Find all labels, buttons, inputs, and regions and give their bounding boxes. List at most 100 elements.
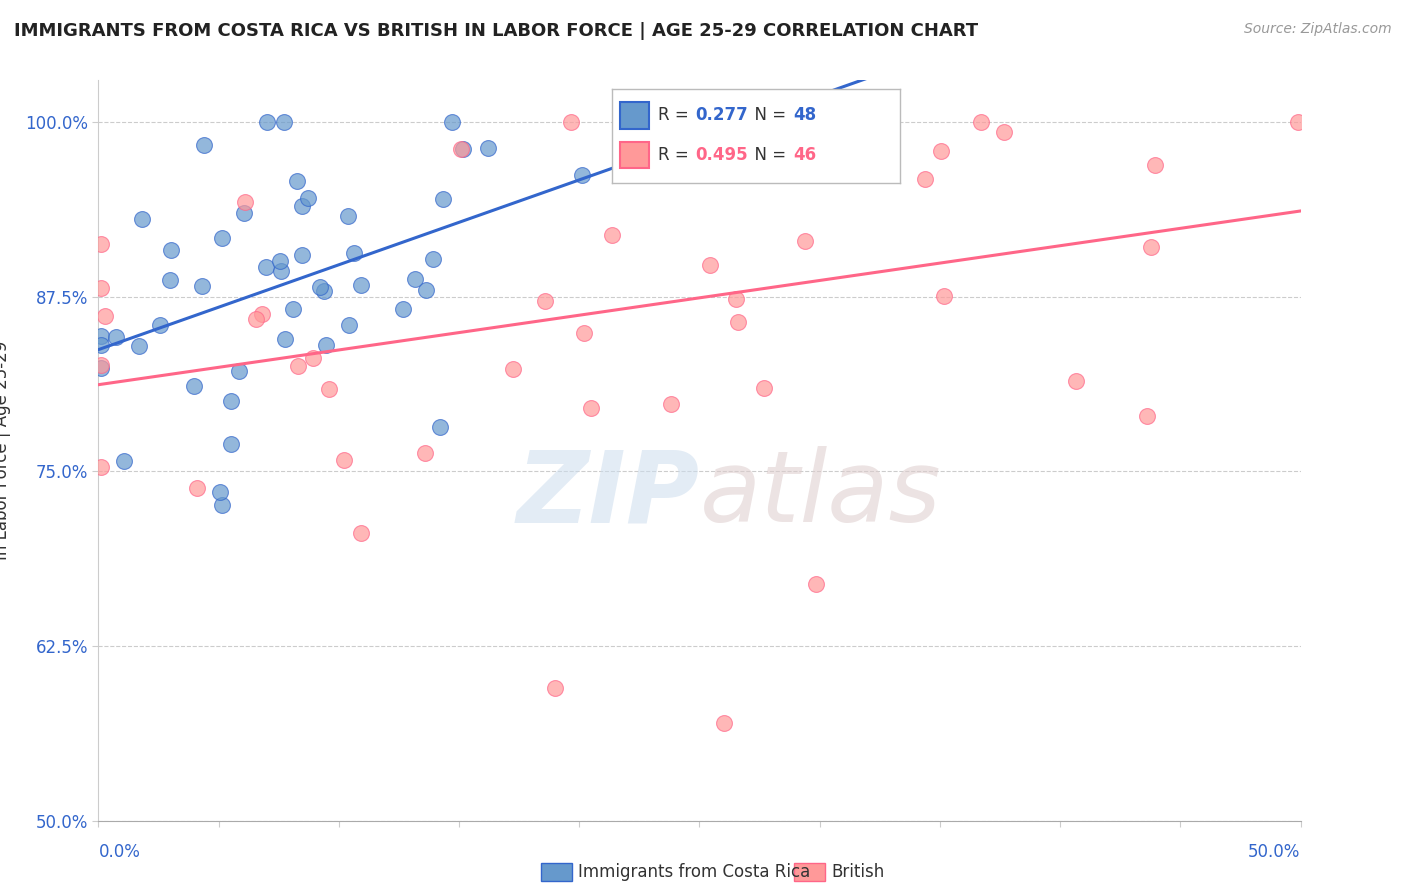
- Text: Source: ZipAtlas.com: Source: ZipAtlas.com: [1244, 22, 1392, 37]
- Point: [786, 149, 808, 163]
- Point: [273, 115, 295, 129]
- Point: [534, 294, 557, 309]
- Point: [269, 254, 291, 268]
- Point: [350, 525, 373, 540]
- Point: [422, 252, 444, 266]
- Point: [312, 284, 335, 298]
- Point: [502, 362, 524, 376]
- Point: [1286, 115, 1309, 129]
- Point: [211, 230, 233, 244]
- Point: [186, 482, 208, 496]
- Point: [659, 396, 682, 410]
- Point: [149, 318, 172, 332]
- Point: [228, 364, 250, 378]
- Text: 0.277: 0.277: [695, 106, 748, 124]
- Point: [94, 310, 117, 324]
- Text: ZIP: ZIP: [516, 446, 699, 543]
- Point: [752, 381, 775, 395]
- Point: [931, 144, 953, 158]
- Point: [291, 199, 314, 213]
- Point: [699, 258, 721, 272]
- Point: [285, 173, 308, 187]
- Point: [90, 358, 112, 372]
- Point: [415, 283, 437, 297]
- Point: [1140, 239, 1163, 253]
- Point: [191, 279, 214, 293]
- Text: 50.0%: 50.0%: [1249, 843, 1301, 861]
- Text: N =: N =: [744, 145, 792, 164]
- Point: [287, 359, 309, 373]
- Point: [233, 194, 256, 209]
- Point: [90, 281, 112, 295]
- Point: [232, 206, 254, 220]
- Point: [804, 577, 827, 591]
- Point: [318, 382, 340, 396]
- Text: 0.0%: 0.0%: [98, 843, 141, 861]
- Point: [713, 715, 735, 730]
- Point: [477, 141, 499, 155]
- Point: [308, 280, 330, 294]
- Point: [572, 326, 595, 340]
- Point: [560, 115, 582, 129]
- Point: [737, 117, 759, 131]
- Point: [337, 318, 360, 332]
- Point: [602, 228, 624, 243]
- Point: [221, 393, 243, 408]
- Point: [254, 260, 277, 274]
- Text: IMMIGRANTS FROM COSTA RICA VS BRITISH IN LABOR FORCE | AGE 25-29 CORRELATION CHA: IMMIGRANTS FROM COSTA RICA VS BRITISH IN…: [14, 22, 979, 40]
- Point: [970, 115, 993, 129]
- Point: [440, 115, 463, 129]
- Point: [250, 307, 273, 321]
- Point: [245, 312, 267, 326]
- Point: [131, 212, 153, 227]
- Point: [159, 273, 181, 287]
- Text: Immigrants from Costa Rica: Immigrants from Costa Rica: [578, 863, 810, 881]
- Point: [193, 138, 215, 153]
- Point: [450, 142, 472, 156]
- Point: [90, 360, 112, 375]
- Point: [105, 330, 128, 344]
- Point: [90, 329, 112, 343]
- Point: [281, 301, 304, 316]
- Point: [914, 172, 936, 186]
- Text: 0.495: 0.495: [695, 145, 748, 164]
- Text: 48: 48: [793, 106, 817, 124]
- Point: [429, 420, 451, 434]
- Point: [183, 379, 205, 393]
- Point: [793, 234, 815, 248]
- Point: [752, 115, 775, 129]
- Text: atlas: atlas: [699, 446, 941, 543]
- Text: 46: 46: [793, 145, 817, 164]
- Point: [391, 301, 413, 316]
- Point: [211, 498, 233, 512]
- Point: [112, 454, 135, 468]
- Point: [301, 351, 323, 366]
- Point: [333, 453, 356, 467]
- Point: [682, 115, 704, 129]
- Point: [128, 339, 150, 353]
- Point: [932, 289, 955, 303]
- Point: [1064, 374, 1087, 388]
- Point: [724, 127, 747, 141]
- Y-axis label: In Labor Force | Age 25-29: In Labor Force | Age 25-29: [0, 341, 11, 560]
- Point: [725, 293, 748, 307]
- Point: [343, 245, 366, 260]
- Point: [1143, 158, 1166, 172]
- Text: R =: R =: [658, 145, 693, 164]
- Point: [413, 446, 436, 460]
- Bar: [620, 142, 650, 168]
- Point: [571, 169, 593, 183]
- Point: [315, 338, 337, 352]
- Point: [160, 243, 183, 257]
- Point: [727, 315, 749, 329]
- Point: [291, 248, 314, 262]
- Point: [451, 142, 474, 156]
- Point: [544, 681, 567, 695]
- Point: [993, 125, 1015, 139]
- Text: N =: N =: [744, 106, 792, 124]
- Point: [1136, 409, 1159, 423]
- Text: R =: R =: [658, 106, 693, 124]
- Point: [297, 191, 319, 205]
- Text: British: British: [831, 863, 884, 881]
- Point: [432, 192, 454, 206]
